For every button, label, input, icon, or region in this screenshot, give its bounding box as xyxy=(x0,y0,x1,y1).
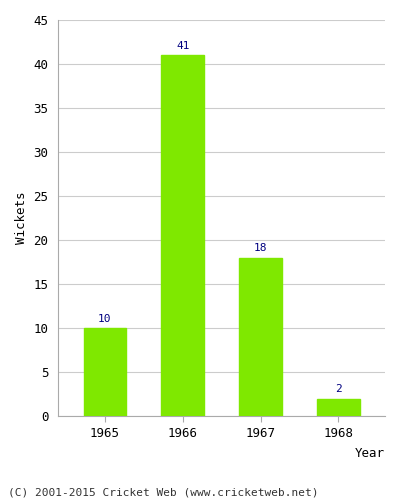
Text: Year: Year xyxy=(355,447,385,460)
Text: 2: 2 xyxy=(335,384,342,394)
Bar xyxy=(161,55,204,416)
Y-axis label: Wickets: Wickets xyxy=(15,192,28,244)
Bar xyxy=(239,258,282,416)
Bar xyxy=(84,328,126,416)
Text: 10: 10 xyxy=(98,314,112,324)
Bar xyxy=(317,399,360,416)
Text: 41: 41 xyxy=(176,41,190,51)
Text: 18: 18 xyxy=(254,244,267,254)
Text: (C) 2001-2015 Cricket Web (www.cricketweb.net): (C) 2001-2015 Cricket Web (www.cricketwe… xyxy=(8,488,318,498)
